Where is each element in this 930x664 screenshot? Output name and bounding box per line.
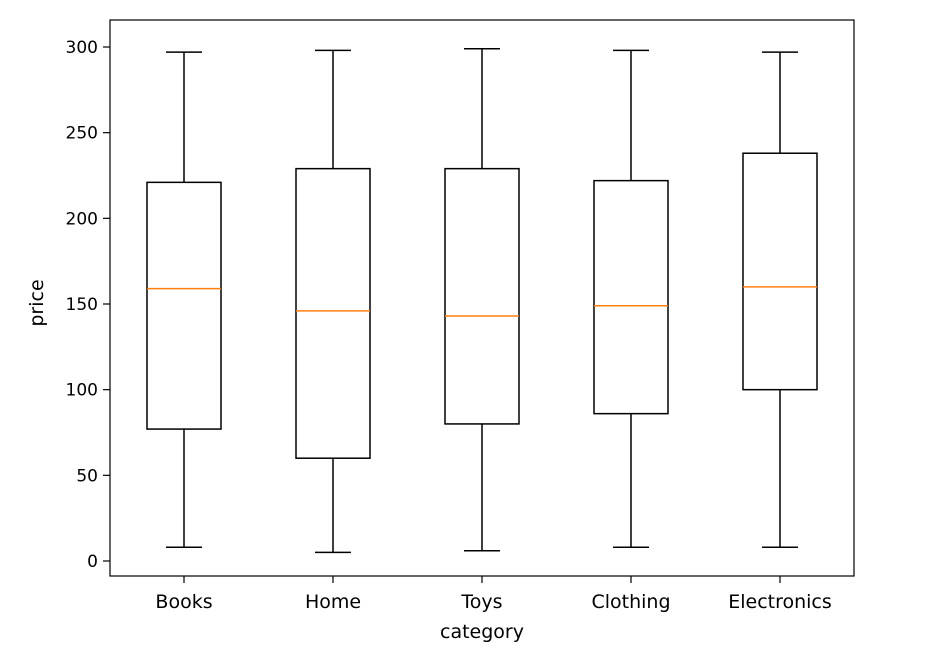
box-home [295, 49, 371, 554]
y-tick-label: 200 [66, 209, 98, 229]
y-tick-label: 50 [76, 466, 98, 486]
y-tick-label: 150 [66, 295, 98, 315]
iqr-box [444, 167, 520, 425]
x-tick-label: Clothing [591, 591, 670, 613]
iqr-box [742, 152, 818, 391]
box-clothing [593, 49, 669, 549]
box-books [146, 51, 222, 549]
x-axis: Books Home Toys Clothing Electronics [155, 576, 832, 613]
y-axis: 0 50 100 150 200 250 300 [66, 38, 110, 572]
x-tick-label: Books [155, 591, 212, 613]
y-axis-label: price [26, 279, 48, 326]
y-tick-label: 100 [66, 381, 98, 401]
y-tick-label: 0 [87, 552, 98, 572]
iqr-box [295, 167, 371, 459]
x-tick-label: Home [305, 591, 361, 613]
boxes-group [146, 47, 818, 554]
x-tick-label: Toys [460, 591, 502, 613]
x-axis-label: category [440, 621, 524, 643]
box-toys [444, 47, 520, 552]
y-tick-label: 250 [66, 124, 98, 144]
iqr-box [593, 179, 669, 415]
y-tick-label: 300 [66, 38, 98, 58]
iqr-box [146, 181, 222, 430]
x-tick-label: Electronics [728, 591, 832, 613]
box-electronics [742, 51, 818, 549]
